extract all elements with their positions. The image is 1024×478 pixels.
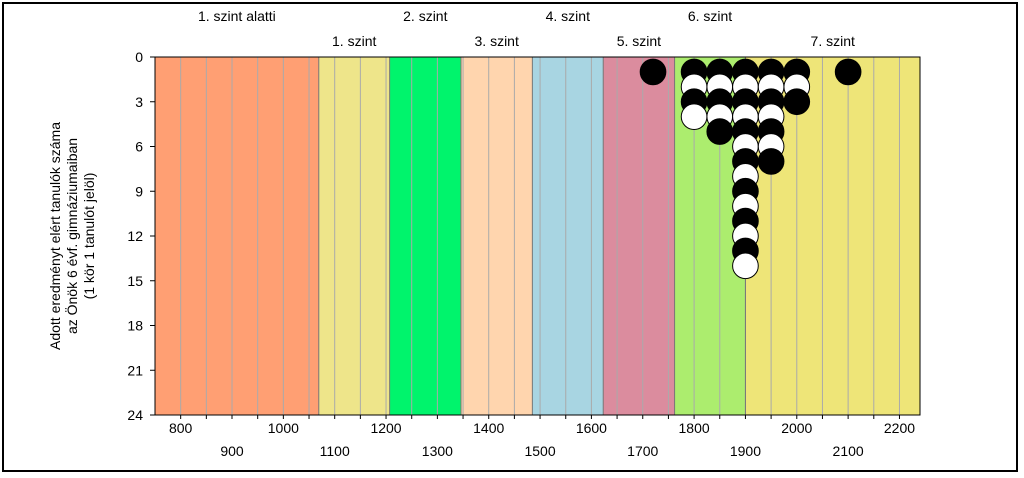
level-label: 4. szint [546, 8, 590, 24]
y-tick-label: 6 [135, 139, 143, 155]
level-label: 6. szint [688, 8, 732, 24]
y-axis-label-line: Adott eredményt elért tanulók száma [47, 122, 63, 350]
level-band-4 [532, 57, 604, 415]
level-label: 2. szint [403, 8, 447, 24]
student-circle [732, 252, 759, 280]
x-tick-label: 1700 [627, 443, 658, 459]
level-label: 1. szint alatti [198, 8, 276, 24]
x-tick-label: 1500 [524, 443, 555, 459]
y-tick-label: 3 [135, 94, 143, 110]
y-axis-label: Adott eredményt elért tanulók számaaz Ön… [47, 122, 97, 350]
x-tick-label: 900 [220, 443, 244, 459]
x-tick-label: 1100 [320, 443, 350, 459]
x-tick-label: 1200 [370, 420, 401, 436]
student-circle [757, 148, 785, 175]
level-band-1 [318, 57, 390, 415]
x-tick-label: 1400 [473, 420, 504, 436]
level-label: 7. szint [811, 33, 855, 49]
x-tick-label: 2200 [884, 420, 915, 436]
x-tick-label: 1000 [268, 420, 299, 436]
y-tick-label: 0 [135, 49, 143, 65]
y-axis-label-line: (1 kör 1 tanulót jelöl) [81, 173, 97, 300]
level-label: 1. szint [332, 33, 376, 49]
y-tick-label: 24 [127, 407, 143, 423]
x-tick-label: 800 [169, 420, 193, 436]
student-circle [783, 88, 811, 116]
x-tick-label: 2100 [833, 443, 864, 459]
y-axis-label-line: az Önök 6 évf. gimnáziumaiban [63, 138, 80, 334]
y-tick-label: 21 [127, 362, 143, 378]
y-tick-label: 15 [127, 273, 143, 289]
level-label: 5. szint [617, 33, 661, 49]
level-band-5 [603, 57, 675, 415]
student-circle [706, 118, 734, 145]
level-band-0 [155, 57, 319, 415]
x-tick-label: 1800 [679, 420, 710, 436]
x-tick-label: 1900 [730, 443, 761, 459]
y-tick-label: 9 [135, 183, 143, 199]
student-circle [834, 58, 862, 86]
student-circle [639, 58, 667, 86]
level-band-3 [461, 57, 533, 415]
x-tick-label: 1600 [576, 420, 607, 436]
level-band-2 [389, 57, 461, 415]
y-tick-label: 12 [127, 228, 143, 244]
x-tick-label: 1300 [422, 443, 453, 459]
x-tick-label: 2000 [781, 420, 812, 436]
y-tick-label: 18 [127, 318, 143, 334]
level-label: 3. szint [475, 33, 519, 49]
student-circle [680, 103, 708, 130]
